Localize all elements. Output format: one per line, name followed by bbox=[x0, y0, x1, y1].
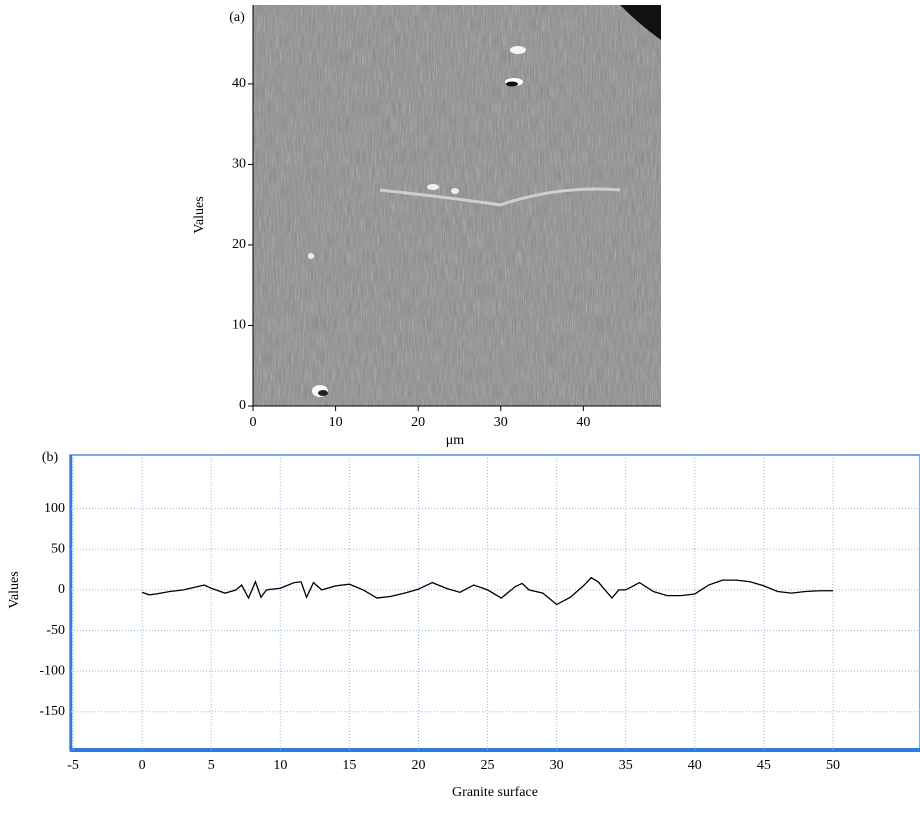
y-axis-label: Values bbox=[7, 571, 22, 608]
x-axis-label: Granite surface bbox=[452, 785, 538, 800]
y-tick-label: 40 bbox=[232, 76, 246, 91]
plot-area bbox=[69, 454, 920, 751]
panel-b: (b) Granite surface Values -5 0 5 10 15 20 25 3… bbox=[7, 450, 920, 800]
afm-texture bbox=[253, 5, 661, 406]
x-tick-label: 15 bbox=[342, 758, 356, 773]
x-tick-label: 30 bbox=[550, 758, 564, 773]
x-tick-label: 50 bbox=[826, 758, 840, 773]
particle bbox=[318, 390, 328, 396]
x-tick-label: 40 bbox=[576, 415, 590, 430]
y-axis-label: Values bbox=[192, 196, 207, 233]
particle bbox=[506, 81, 518, 87]
y-tick-label: 0 bbox=[58, 582, 65, 597]
x-tick-label: -5 bbox=[67, 758, 79, 773]
x-axis-label: μm bbox=[446, 433, 465, 448]
particle bbox=[427, 184, 439, 190]
ridge bbox=[379, 187, 621, 207]
y-tick-label: -150 bbox=[39, 704, 65, 719]
x-tick-label: 5 bbox=[208, 758, 215, 773]
x-tick-label: 10 bbox=[273, 758, 287, 773]
dark-corner bbox=[620, 5, 661, 40]
y-tick-label: 20 bbox=[232, 237, 246, 252]
y-tick-label: 10 bbox=[232, 318, 246, 333]
y-tick-label: -50 bbox=[46, 623, 65, 638]
particle bbox=[510, 46, 526, 54]
x-tick-label: 10 bbox=[329, 415, 343, 430]
x-tick-label: 20 bbox=[411, 415, 425, 430]
panel-a: (a) μm Values 0 10 20 30 40 0 10 20 30 40 bbox=[192, 5, 661, 448]
x-tick-label: 25 bbox=[481, 758, 495, 773]
line-series bbox=[141, 576, 833, 606]
y-tick-label: 100 bbox=[44, 501, 65, 516]
y-tick-label: 0 bbox=[239, 398, 246, 413]
x-tick-label: 30 bbox=[494, 415, 508, 430]
x-tick-label: 0 bbox=[250, 415, 257, 430]
x-tick-label: 0 bbox=[139, 758, 146, 773]
y-tick-label: 50 bbox=[51, 541, 65, 556]
y-tick-label: -100 bbox=[39, 663, 65, 678]
x-tick-label: 35 bbox=[619, 758, 633, 773]
panel-label: (b) bbox=[42, 450, 59, 465]
panel-label: (a) bbox=[229, 10, 245, 25]
x-tick-label: 45 bbox=[757, 758, 771, 773]
x-tick-label: 40 bbox=[688, 758, 702, 773]
particle bbox=[451, 188, 459, 194]
particle bbox=[308, 253, 314, 259]
x-tick-label: 20 bbox=[411, 758, 425, 773]
y-tick-label: 30 bbox=[232, 157, 246, 172]
